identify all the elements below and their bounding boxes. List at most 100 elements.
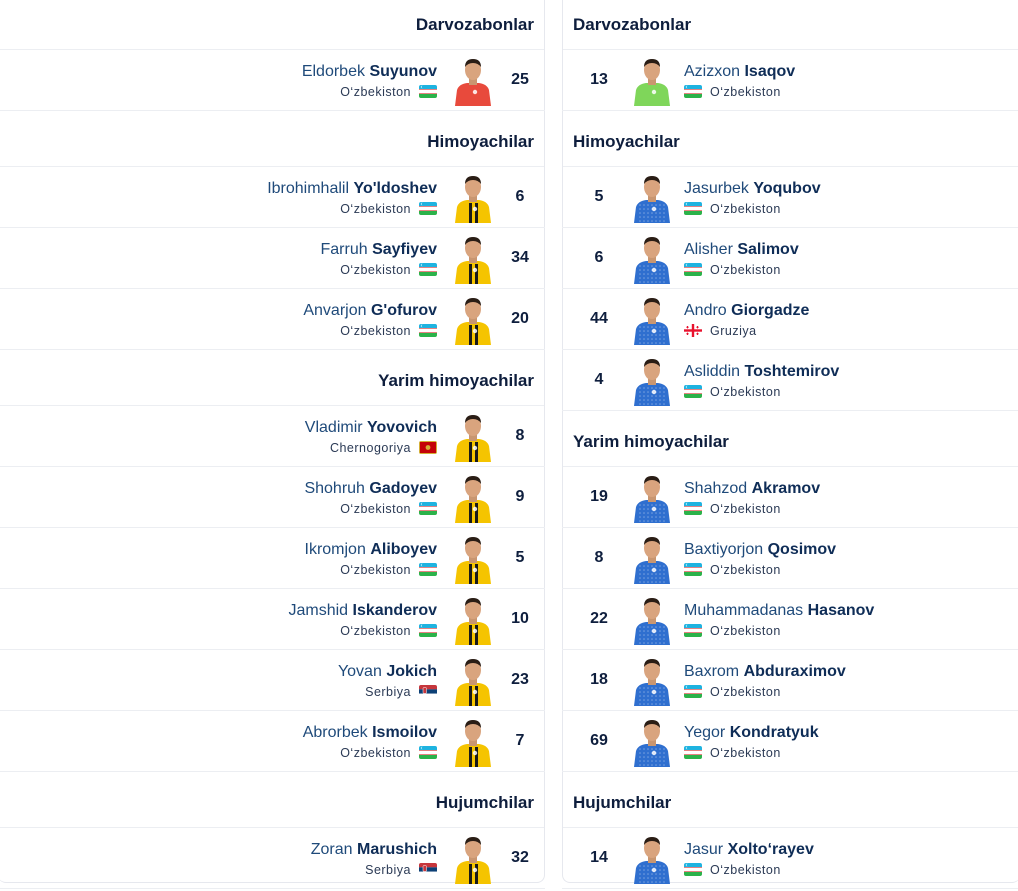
player-name-link[interactable]: Asliddin Toshtemirov — [684, 362, 839, 382]
country-name: O‘zbekiston — [340, 562, 411, 577]
player-row[interactable]: Yovan Jokich Serbiya 23 — [0, 650, 545, 711]
player-info: Shohruh Gadoyev O‘zbekiston — [304, 479, 437, 516]
player-row[interactable]: 13 Azizxon Isaqov O‘zbekiston — [562, 50, 1018, 111]
player-name-link[interactable]: Zoran Marushich — [311, 840, 437, 860]
player-photo[interactable] — [451, 532, 495, 584]
player-name-link[interactable]: Anvarjon G'ofurov — [303, 301, 437, 321]
away-lineup-list: Darvozabonlar 13 Azizxon Isaqov O‘zbekiston… — [562, 0, 1018, 889]
player-name-link[interactable]: Ikromjon Aliboyev — [305, 540, 438, 560]
player-row[interactable]: 8 Baxtiyorjon Qosimov O‘zbekiston — [562, 528, 1018, 589]
player-nationality: O‘zbekiston — [684, 263, 781, 277]
player-row[interactable]: Farruh Sayfiyev O‘zbekiston 34 — [0, 228, 545, 289]
player-name-link[interactable]: Jasurbek Yoqubov — [684, 179, 821, 199]
player-name-link[interactable]: Yegor Kondratyuk — [684, 723, 819, 743]
player-name-link[interactable]: Farruh Sayfiyev — [320, 240, 437, 260]
country-name: O‘zbekiston — [710, 201, 781, 216]
player-last-name: Yo'ldoshev — [353, 179, 437, 197]
player-name-link[interactable]: Jamshid Iskanderov — [288, 601, 437, 621]
player-row[interactable]: 4 Asliddin Toshtemirov O‘zbekiston — [562, 350, 1018, 411]
player-name-link[interactable]: Jasur Xolto‘rayev — [684, 840, 814, 860]
player-row[interactable]: Ibrohimhalil Yo'ldoshev O‘zbekiston 6 — [0, 167, 545, 228]
shirt-number: 8 — [515, 427, 525, 444]
country-name: O‘zbekiston — [710, 262, 781, 277]
player-photo[interactable] — [451, 54, 495, 106]
country-name: O‘zbekiston — [710, 384, 781, 399]
player-name-link[interactable]: Shohruh Gadoyev — [304, 479, 437, 499]
player-photo[interactable] — [630, 54, 674, 106]
player-photo[interactable] — [630, 715, 674, 767]
player-row[interactable]: Zoran Marushich Serbiya 32 — [0, 828, 545, 889]
player-name-link[interactable]: Ibrohimhalil Yo'ldoshev — [267, 179, 437, 199]
player-row[interactable]: 19 Shahzod Akramov O‘zbekiston — [562, 467, 1018, 528]
player-photo[interactable] — [630, 232, 674, 284]
player-name-link[interactable]: Shahzod Akramov — [684, 479, 820, 499]
uz-flag-icon — [419, 563, 437, 576]
player-photo[interactable] — [451, 171, 495, 223]
country-name: O‘zbekiston — [340, 84, 411, 99]
shirt-number: 8 — [594, 549, 604, 566]
player-name-link[interactable]: Azizxon Isaqov — [684, 62, 795, 82]
player-photo[interactable] — [630, 293, 674, 345]
player-last-name: Xolto‘rayev — [727, 840, 814, 858]
player-photo[interactable] — [451, 654, 495, 706]
player-photo[interactable] — [451, 593, 495, 645]
player-info: Muhammadanas Hasanov O‘zbekiston — [684, 601, 874, 638]
country-name: O‘zbekiston — [710, 684, 781, 699]
player-row[interactable]: Abrorbek Ismoilov O‘zbekiston 7 — [0, 711, 545, 772]
player-photo[interactable] — [451, 832, 495, 884]
player-row[interactable]: Shohruh Gadoyev O‘zbekiston 9 — [0, 467, 545, 528]
player-info: Ikromjon Aliboyev O‘zbekiston — [305, 540, 438, 577]
player-photo[interactable] — [630, 532, 674, 584]
player-name-link[interactable]: Andro Giorgadze — [684, 301, 809, 321]
player-row[interactable]: 69 Yegor Kondratyuk O‘zbekiston — [562, 711, 1018, 772]
player-photo[interactable] — [451, 293, 495, 345]
player-row[interactable]: 22 Muhammadanas Hasanov O‘zbekiston — [562, 589, 1018, 650]
player-photo[interactable] — [451, 715, 495, 767]
player-name-link[interactable]: Alisher Salimov — [684, 240, 799, 260]
player-row[interactable]: Ikromjon Aliboyev O‘zbekiston 5 — [0, 528, 545, 589]
player-photo[interactable] — [630, 171, 674, 223]
player-first-name: Ikromjon — [304, 540, 366, 558]
player-photo[interactable] — [630, 471, 674, 523]
player-photo[interactable] — [630, 593, 674, 645]
player-photo[interactable] — [451, 471, 495, 523]
player-first-name: Shahzod — [684, 479, 748, 497]
player-nationality: Chernogoriya — [330, 441, 437, 455]
player-row[interactable]: 6 Alisher Salimov O‘zbekiston — [562, 228, 1018, 289]
shirt-number: 4 — [594, 371, 604, 388]
player-photo[interactable] — [451, 410, 495, 462]
player-row[interactable]: Eldorbek Suyunov O‘zbekiston 25 — [0, 50, 545, 111]
player-photo[interactable] — [451, 232, 495, 284]
player-name-link[interactable]: Muhammadanas Hasanov — [684, 601, 874, 621]
away-lineup-column: Darvozabonlar 13 Azizxon Isaqov O‘zbekiston… — [562, 0, 1018, 889]
player-nationality: O‘zbekiston — [684, 385, 781, 399]
player-photo[interactable] — [630, 654, 674, 706]
player-row[interactable]: Vladimir Yovovich Chernogoriya 8 — [0, 406, 545, 467]
section-title-hujumchilar: Hujumchilar — [562, 778, 1018, 828]
player-row[interactable]: Jamshid Iskanderov O‘zbekiston 10 — [0, 589, 545, 650]
shirt-number: 10 — [511, 610, 529, 627]
country-name: O‘zbekiston — [340, 745, 411, 760]
player-info: Jasur Xolto‘rayev O‘zbekiston — [684, 840, 814, 877]
player-info: Ibrohimhalil Yo'ldoshev O‘zbekiston — [267, 179, 437, 216]
player-photo[interactable] — [630, 832, 674, 884]
player-name-link[interactable]: Yovan Jokich — [338, 662, 437, 682]
player-row[interactable]: 18 Baxrom Abduraximov O‘zbekiston — [562, 650, 1018, 711]
player-name-link[interactable]: Baxrom Abduraximov — [684, 662, 846, 682]
player-name-link[interactable]: Baxtiyorjon Qosimov — [684, 540, 836, 560]
player-name-link[interactable]: Abrorbek Ismoilov — [303, 723, 437, 743]
uz-flag-icon — [684, 685, 702, 698]
player-row[interactable]: Anvarjon G'ofurov O‘zbekiston 20 — [0, 289, 545, 350]
player-row[interactable]: 5 Jasurbek Yoqubov O‘zbekiston — [562, 167, 1018, 228]
uz-flag-icon — [419, 624, 437, 637]
player-name-link[interactable]: Vladimir Yovovich — [305, 418, 437, 438]
player-nationality: Gruziya — [684, 324, 757, 338]
player-photo[interactable] — [630, 354, 674, 406]
uz-flag-icon — [419, 746, 437, 759]
uz-flag-icon — [684, 624, 702, 637]
uz-flag-icon — [419, 202, 437, 215]
player-name-link[interactable]: Eldorbek Suyunov — [302, 62, 437, 82]
country-name: O‘zbekiston — [340, 323, 411, 338]
player-row[interactable]: 14 Jasur Xolto‘rayev O‘zbekiston — [562, 828, 1018, 889]
player-row[interactable]: 44 Andro Giorgadze Gruziya — [562, 289, 1018, 350]
